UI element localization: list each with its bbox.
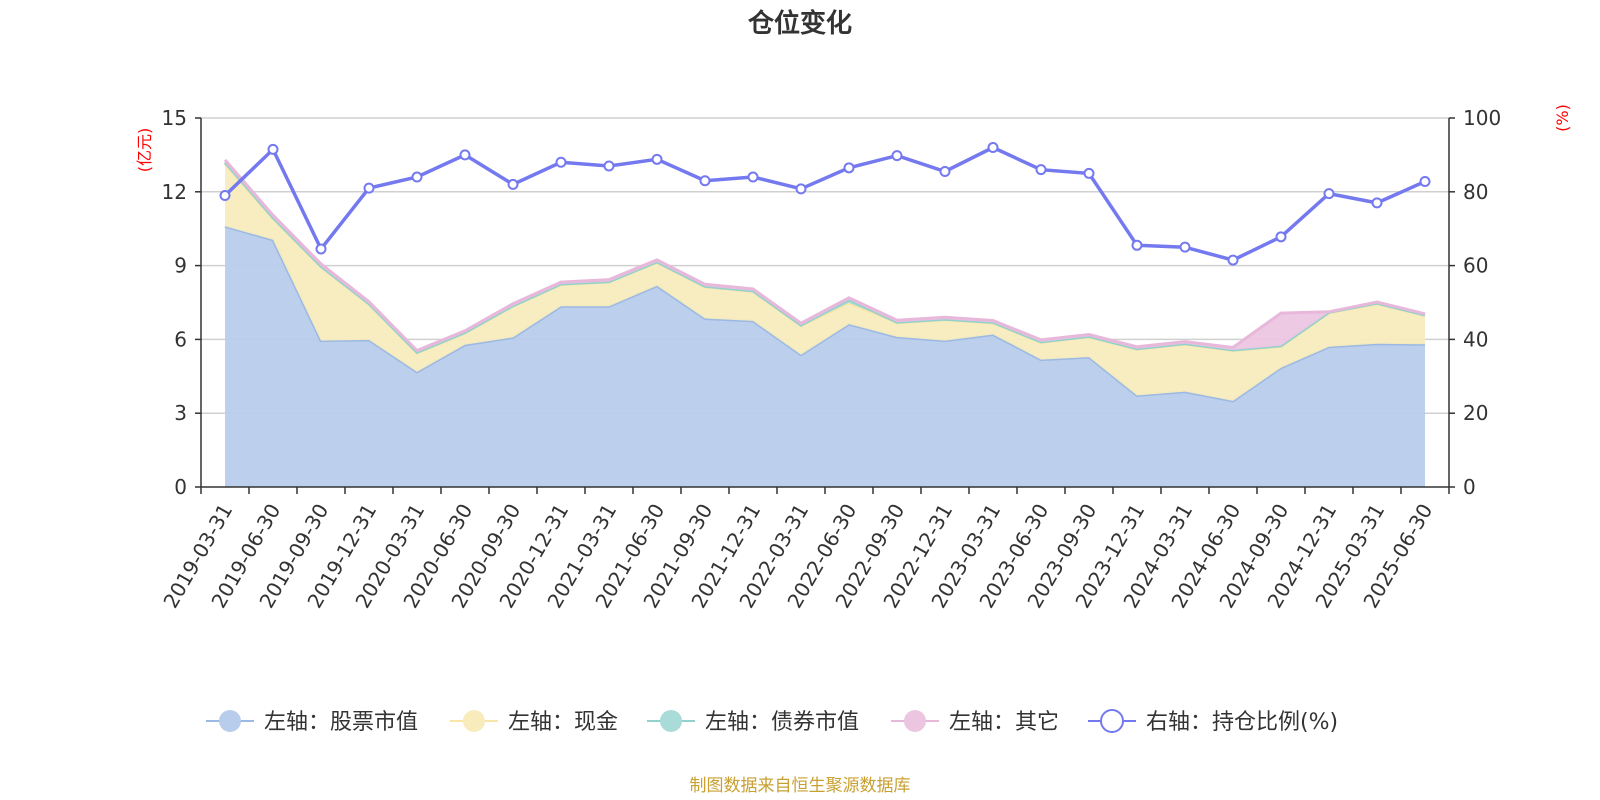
legend-label: 左轴：其它 xyxy=(949,710,1059,735)
legend-item[interactable]: 左轴：现金 xyxy=(450,710,618,735)
source-note: 制图数据来自恒生聚源数据库 xyxy=(690,776,911,796)
legend-swatch-marker xyxy=(463,710,485,732)
legend-item[interactable]: 左轴：股票市值 xyxy=(206,710,418,735)
ratio-point[interactable] xyxy=(795,183,807,195)
left-tick-label: 0 xyxy=(174,475,187,499)
ratio-point[interactable] xyxy=(747,171,759,183)
right-tick-label: 0 xyxy=(1463,475,1476,499)
legend-swatch-marker xyxy=(1100,709,1124,733)
ratio-point[interactable] xyxy=(699,175,711,187)
ratio-point[interactable] xyxy=(1179,241,1191,253)
ratio-line xyxy=(219,142,1431,266)
right-axis-unit: (%) xyxy=(1553,104,1572,132)
ratio-point[interactable] xyxy=(1419,175,1431,187)
axes: 0 3 6 9 12 15 0 20 40 60 80 100 xyxy=(162,106,1502,499)
left-tick-label: 3 xyxy=(174,401,187,425)
left-tick-label: 9 xyxy=(174,254,187,278)
left-tick-label: 15 xyxy=(162,106,187,130)
legend-item[interactable]: 左轴：其它 xyxy=(891,710,1059,735)
legend-swatch-marker xyxy=(904,710,926,732)
right-tick-label: 100 xyxy=(1463,106,1501,130)
legend-label: 左轴：债券市值 xyxy=(705,710,859,735)
ratio-point[interactable] xyxy=(1131,239,1143,251)
ratio-point[interactable] xyxy=(1371,197,1383,209)
ratio-point[interactable] xyxy=(651,153,663,165)
ratio-point[interactable] xyxy=(507,178,519,190)
area-左轴：股票市值 xyxy=(225,226,1425,487)
right-tick-label: 80 xyxy=(1463,180,1488,204)
legend-swatch-marker xyxy=(660,710,682,732)
left-tick-label: 12 xyxy=(162,180,187,204)
ratio-point[interactable] xyxy=(555,156,567,168)
ratio-point[interactable] xyxy=(603,160,615,172)
ratio-point[interactable] xyxy=(459,149,471,161)
ratio-point[interactable] xyxy=(219,189,231,201)
ratio-point[interactable] xyxy=(363,182,375,194)
ratio-point[interactable] xyxy=(1323,188,1335,200)
right-tick-label: 20 xyxy=(1463,401,1488,425)
legend[interactable]: 左轴：股票市值 左轴：现金 左轴：债券市值 左轴：其它 右轴：持仓比例(%) xyxy=(206,709,1338,735)
ratio-point[interactable] xyxy=(1083,167,1095,179)
left-tick-label: 6 xyxy=(174,327,187,351)
ratio-point[interactable] xyxy=(1227,254,1239,266)
ratio-line-path xyxy=(223,145,1426,262)
ratio-point[interactable] xyxy=(1035,164,1047,176)
legend-swatch-marker xyxy=(219,710,241,732)
stacked-areas xyxy=(223,158,1426,487)
legend-label: 左轴：股票市值 xyxy=(264,710,418,735)
ratio-point[interactable] xyxy=(939,166,951,178)
right-tick-label: 60 xyxy=(1463,254,1488,278)
area-edge-左轴：其它 xyxy=(223,158,1426,353)
left-axis-unit: (亿元) xyxy=(135,128,154,173)
legend-item[interactable]: 右轴：持仓比例(%) xyxy=(1088,709,1338,735)
ratio-point[interactable] xyxy=(315,243,327,255)
legend-label: 右轴：持仓比例(%) xyxy=(1146,710,1338,735)
right-tick-label: 40 xyxy=(1463,327,1488,351)
x-axis-tick-labels: 2019-03-312019-06-302019-09-302019-12-31… xyxy=(158,500,1437,613)
ratio-point[interactable] xyxy=(987,142,999,154)
legend-item[interactable]: 左轴：债券市值 xyxy=(647,710,859,735)
ratio-point[interactable] xyxy=(411,171,423,183)
ratio-point[interactable] xyxy=(843,162,855,174)
chart-title: 仓位变化 xyxy=(747,8,852,39)
ratio-point[interactable] xyxy=(1275,231,1287,243)
ratio-point[interactable] xyxy=(891,150,903,162)
legend-label: 左轴：现金 xyxy=(508,710,618,735)
ratio-point[interactable] xyxy=(267,143,279,155)
